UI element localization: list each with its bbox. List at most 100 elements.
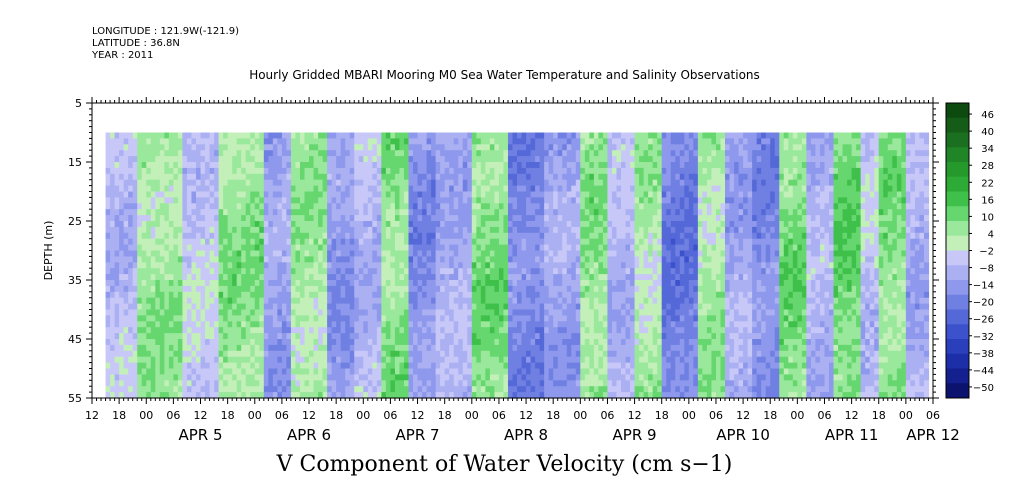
heatmap-cell — [562, 303, 568, 311]
heatmap-cell — [318, 209, 324, 216]
heatmap-cell — [431, 285, 437, 293]
heatmap-cell — [589, 268, 595, 275]
heatmap-cell — [431, 321, 437, 328]
heatmap-cell — [254, 297, 260, 305]
heatmap-cell — [408, 221, 414, 228]
heatmap-cell — [322, 138, 328, 145]
heatmap-cell — [232, 144, 238, 151]
heatmap-cell — [453, 321, 459, 328]
heatmap-cell — [476, 256, 482, 263]
heatmap-cell — [557, 291, 563, 299]
heatmap-cell — [245, 274, 251, 281]
heatmap-cell — [417, 221, 423, 228]
heatmap-cell — [186, 321, 193, 328]
heatmap-cell — [304, 244, 310, 252]
heatmap-cell — [399, 262, 405, 269]
heatmap-cell — [408, 362, 414, 370]
heatmap-cell — [277, 274, 283, 281]
heatmap-cell — [250, 386, 256, 393]
heatmap-cell — [186, 268, 193, 275]
heatmap-cell — [544, 315, 550, 322]
heatmap-cell — [191, 350, 197, 358]
heatmap-cell — [535, 262, 541, 269]
heatmap-cell — [191, 392, 197, 399]
heatmap-cell — [584, 374, 590, 381]
heatmap-cell — [214, 262, 220, 269]
heatmap-cell — [440, 221, 446, 228]
heatmap-cell — [584, 232, 590, 240]
heatmap-cell — [263, 197, 269, 204]
heatmap-cell — [376, 268, 382, 275]
heatmap-cell — [299, 156, 306, 163]
heatmap-cell — [309, 156, 315, 163]
heatmap-cell — [530, 333, 536, 340]
heatmap-cell — [159, 156, 165, 163]
heatmap-cell — [232, 327, 238, 334]
heatmap-cell — [449, 162, 455, 169]
heatmap-cell — [304, 386, 310, 393]
heatmap-cell — [318, 179, 324, 187]
heatmap-cell — [376, 132, 382, 139]
heatmap-cell — [105, 392, 111, 399]
heatmap-cell — [521, 167, 527, 175]
heatmap-cell — [413, 215, 419, 222]
heatmap-cell — [191, 232, 197, 240]
heatmap-cell — [462, 173, 468, 181]
heatmap-cell — [435, 368, 441, 375]
heatmap-cell — [417, 156, 423, 163]
heatmap-cell — [367, 215, 373, 222]
heatmap-cell — [105, 380, 111, 387]
heatmap-cell — [598, 368, 604, 375]
heatmap-cell — [602, 315, 609, 322]
heatmap-cell — [349, 221, 355, 228]
heatmap-cell — [186, 185, 193, 193]
heatmap-cell — [245, 297, 251, 305]
heatmap-cell — [408, 303, 414, 311]
heatmap-cell — [354, 238, 360, 246]
heatmap-cell — [164, 185, 170, 193]
heatmap-cell — [367, 280, 373, 287]
heatmap-cell — [372, 185, 378, 193]
heatmap-cell — [512, 368, 518, 375]
heatmap-cell — [517, 386, 523, 393]
heatmap-cell — [286, 309, 292, 316]
heatmap-cell — [403, 179, 410, 187]
heatmap-cell — [489, 238, 496, 246]
heatmap-cell — [476, 333, 482, 340]
heatmap-cell — [286, 226, 292, 234]
heatmap-cell — [507, 221, 514, 228]
heatmap-cell — [132, 215, 138, 222]
heatmap-cell — [575, 321, 581, 328]
heatmap-cell — [367, 250, 373, 257]
heatmap-cell — [195, 285, 202, 293]
heatmap-cell — [517, 250, 523, 257]
heatmap-cell — [489, 321, 496, 328]
heatmap-cell — [345, 167, 351, 175]
heatmap-cell — [602, 368, 609, 375]
heatmap-cell — [159, 374, 165, 381]
heatmap-cell — [571, 150, 577, 157]
heatmap-cell — [245, 162, 251, 169]
heatmap-cell — [458, 256, 464, 263]
heatmap-cell — [498, 280, 505, 287]
heatmap-cell — [517, 197, 523, 204]
heatmap-cell — [358, 138, 364, 145]
heatmap-cell — [173, 226, 179, 234]
heatmap-cell — [331, 297, 337, 305]
heatmap-cell — [544, 297, 550, 305]
heatmap-cell — [186, 179, 193, 187]
heatmap-cell — [254, 221, 260, 228]
heatmap-cell — [331, 138, 337, 145]
heatmap-cell — [471, 156, 477, 163]
heatmap-cell — [444, 268, 450, 275]
heatmap-cell — [327, 197, 333, 204]
heatmap-cell — [557, 327, 563, 334]
heatmap-cell — [263, 179, 269, 187]
heatmap-cell — [503, 226, 509, 234]
heatmap-cell — [557, 344, 563, 352]
heatmap-cell — [376, 362, 382, 370]
heatmap-cell — [146, 392, 152, 399]
heatmap-cell — [507, 285, 514, 293]
heatmap-cell — [295, 291, 301, 299]
heatmap-cell — [358, 256, 364, 263]
